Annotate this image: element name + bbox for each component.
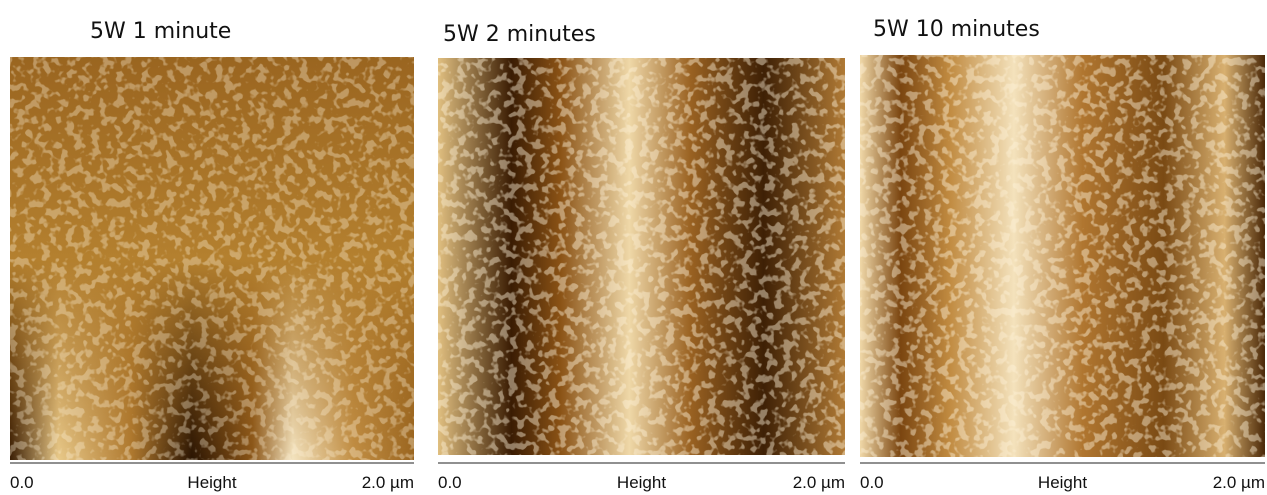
image-3	[860, 55, 1265, 457]
scale-max: 2.0 µm	[1213, 473, 1265, 492]
scale-label: Height	[617, 473, 666, 492]
scale-max: 2.0 µm	[362, 473, 414, 492]
panel-title: 5W 10 minutes	[873, 17, 1040, 42]
scale-label: Height	[1038, 473, 1087, 492]
scale-min: 0.0	[438, 473, 462, 492]
image-1	[10, 57, 414, 460]
panel-title: 5W 1 minute	[90, 19, 231, 44]
scale-min: 0.0	[10, 473, 34, 492]
image-2	[438, 58, 845, 455]
scale-min: 0.0	[860, 473, 884, 492]
panel-title: 5W 2 minutes	[443, 22, 596, 47]
scale-max: 2.0 µm	[793, 473, 845, 492]
scale-label: Height	[187, 473, 236, 492]
